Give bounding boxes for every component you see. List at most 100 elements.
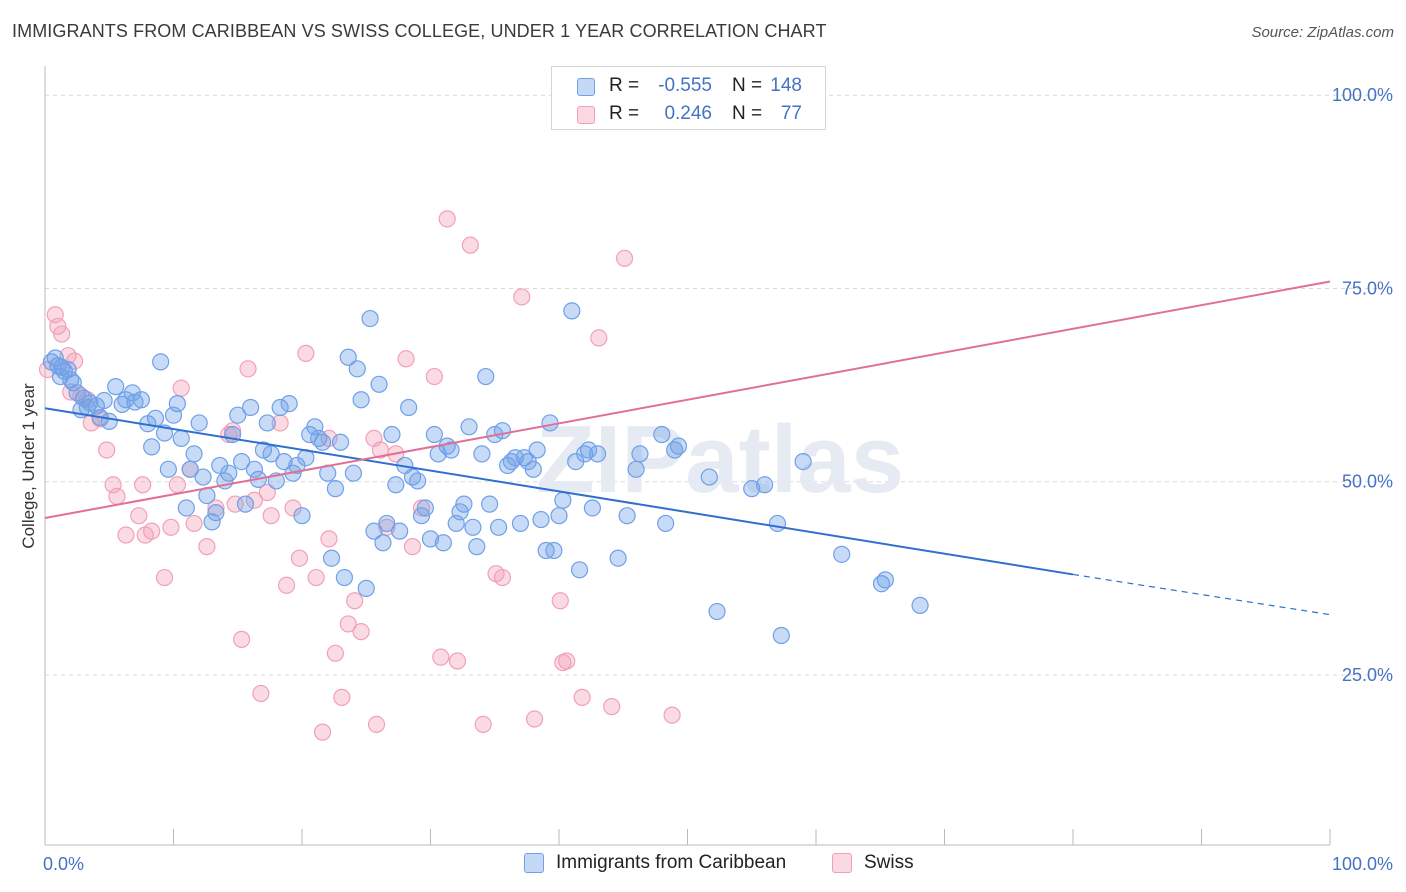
swiss-point <box>49 317 67 335</box>
caribbean-point <box>391 522 409 540</box>
caribbean-point <box>374 534 392 552</box>
caribbean-point <box>570 561 589 579</box>
caribbean-point <box>412 507 431 525</box>
caribbean-point <box>464 518 482 536</box>
caribbean-point <box>78 398 97 417</box>
trend-lines <box>44 280 1331 616</box>
caribbean-points <box>42 302 929 645</box>
caribbean-point <box>579 441 598 459</box>
caribbean-point <box>708 602 726 621</box>
caribbean-point <box>911 596 929 614</box>
x-tick-label: 100.0% <box>1332 854 1393 874</box>
swiss-point <box>615 249 634 267</box>
legend-r-label: R = <box>609 75 640 96</box>
swiss-point <box>185 514 203 533</box>
swiss-point <box>258 483 276 502</box>
caribbean-point <box>609 549 627 567</box>
swiss-point <box>98 441 116 459</box>
caribbean-point <box>631 445 649 463</box>
caribbean-trend-line <box>44 407 1074 576</box>
caribbean-point <box>207 504 225 522</box>
caribbean-point <box>233 452 251 471</box>
caribbean-point <box>190 414 208 432</box>
x-tick-label: 0.0% <box>43 854 84 874</box>
caribbean-point <box>400 398 418 417</box>
caribbean-point <box>236 495 255 513</box>
caribbean-point <box>339 348 357 366</box>
caribbean-point <box>532 510 550 529</box>
legend-swatch-swiss <box>832 853 852 873</box>
swiss-trend-line <box>44 280 1331 520</box>
caribbean-point <box>772 626 790 645</box>
caribbean-point <box>833 545 851 563</box>
swiss-point <box>207 499 225 517</box>
swiss-point <box>262 507 280 525</box>
watermark: ZIPatlas <box>536 406 904 513</box>
swiss-point <box>326 644 345 662</box>
swiss-point <box>339 615 357 633</box>
swiss-point <box>573 688 591 706</box>
caribbean-point <box>365 522 383 540</box>
caribbean-point <box>434 534 452 552</box>
swiss-point <box>352 623 370 641</box>
caribbean-point <box>409 472 427 490</box>
legend-row-swiss: R = 0.246 N = 77 <box>552 99 827 129</box>
caribbean-point <box>794 452 812 471</box>
y-tick-label: 25.0% <box>1342 665 1393 685</box>
caribbean-point <box>242 398 260 417</box>
caribbean-point <box>511 514 530 533</box>
tick-labels: 25.0% 50.0% 75.0% 100.0% 0.0% 100.0% <box>43 85 1393 874</box>
caribbean-point <box>554 491 572 509</box>
swiss-point <box>493 568 512 587</box>
caribbean-point <box>378 514 396 533</box>
swiss-point <box>108 487 126 505</box>
swiss-point <box>245 491 264 509</box>
swiss-point <box>134 476 152 494</box>
caribbean-point <box>506 449 524 467</box>
swiss-point <box>130 507 148 525</box>
caribbean-point <box>460 418 478 436</box>
caribbean-trend-extension <box>1072 573 1331 616</box>
legend-swatch-caribbean <box>577 78 595 96</box>
caribbean-point <box>361 309 379 328</box>
caribbean-point <box>383 425 401 444</box>
y-tick-label: 50.0% <box>1342 472 1393 492</box>
caribbean-point <box>550 507 568 525</box>
swiss-point <box>554 653 572 672</box>
caribbean-point <box>143 438 161 456</box>
swiss-point <box>438 210 456 228</box>
caribbean-point <box>541 414 559 432</box>
caribbean-point <box>473 445 491 463</box>
caribbean-point <box>348 360 366 378</box>
swiss-point <box>252 684 270 703</box>
caribbean-point <box>271 398 289 417</box>
caribbean-point <box>768 514 787 533</box>
caribbean-point <box>477 367 495 386</box>
swiss-point <box>297 344 315 362</box>
gridlines <box>45 94 1380 676</box>
caribbean-point <box>421 530 440 548</box>
caribbean-point <box>657 514 675 533</box>
caribbean-point <box>254 441 273 459</box>
caribbean-point <box>220 464 238 482</box>
swiss-point <box>346 592 364 610</box>
caribbean-point <box>168 395 186 413</box>
caribbean-point <box>322 549 341 567</box>
caribbean-point <box>177 499 195 517</box>
swiss-point <box>590 329 608 347</box>
swiss-point <box>313 723 332 741</box>
legend-r-value: -0.555 <box>658 75 712 96</box>
swiss-point <box>367 715 386 734</box>
swiss-point <box>320 530 338 548</box>
legend-n-value: 148 <box>770 75 802 96</box>
caribbean-point <box>583 499 602 517</box>
swiss-point <box>233 630 251 648</box>
caribbean-point <box>194 468 212 486</box>
caribbean-point <box>203 513 221 531</box>
caribbean-point <box>258 414 276 432</box>
caribbean-point <box>524 460 542 478</box>
caribbean-point <box>335 568 354 587</box>
caribbean-point <box>293 507 311 525</box>
caribbean-point <box>669 437 688 455</box>
axes <box>44 66 1331 846</box>
